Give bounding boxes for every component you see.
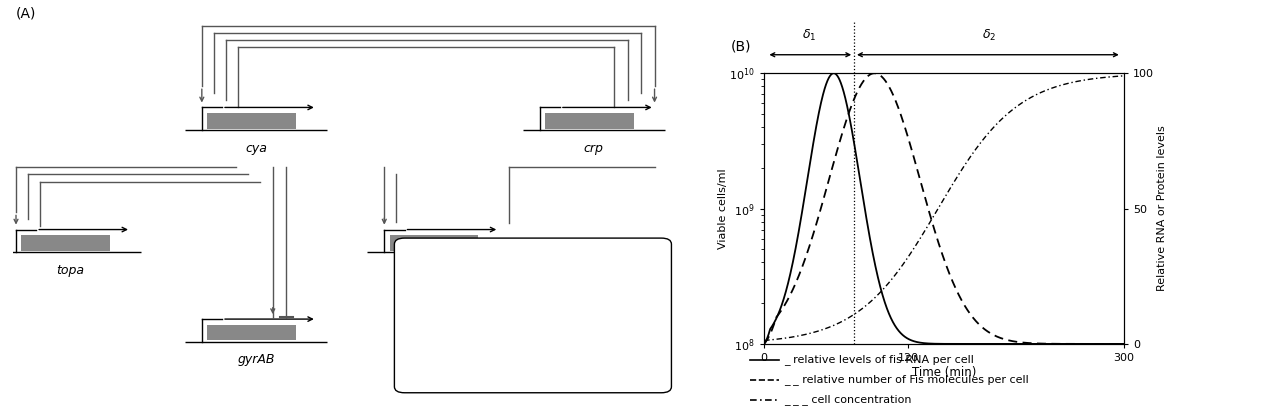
- X-axis label: Time (min): Time (min): [912, 366, 976, 379]
- Bar: [433, 287, 505, 300]
- Bar: [21, 235, 110, 251]
- Text: _ relative levels of fis RNA per cell: _ relative levels of fis RNA per cell: [784, 354, 974, 365]
- Text: Inhibition: Inhibition: [553, 352, 609, 365]
- Text: cya: cya: [245, 142, 266, 155]
- Y-axis label: Relative RNA or Protein levels: Relative RNA or Protein levels: [1157, 126, 1167, 291]
- Text: (B): (B): [730, 40, 751, 54]
- Y-axis label: Viable cells/ml: Viable cells/ml: [719, 168, 727, 249]
- Text: (A): (A): [16, 6, 37, 20]
- FancyBboxPatch shape: [394, 238, 672, 393]
- Bar: [207, 325, 296, 340]
- Text: fis: fis: [431, 264, 446, 277]
- Text: $\delta_2$: $\delta_2$: [981, 28, 997, 43]
- Text: gene x: gene x: [452, 313, 493, 326]
- Text: _ _ _ cell concentration: _ _ _ cell concentration: [784, 394, 912, 405]
- Text: topa: topa: [56, 264, 85, 277]
- Text: gyrAB: gyrAB: [237, 353, 274, 366]
- Text: activation: activation: [553, 325, 613, 338]
- Bar: [546, 113, 634, 129]
- Text: crp: crp: [584, 142, 604, 155]
- Text: _ _ relative number of Fis molecules per cell: _ _ relative number of Fis molecules per…: [784, 374, 1029, 385]
- Bar: [390, 235, 479, 251]
- Text: $\delta_1$: $\delta_1$: [802, 28, 816, 43]
- Bar: [207, 113, 296, 129]
